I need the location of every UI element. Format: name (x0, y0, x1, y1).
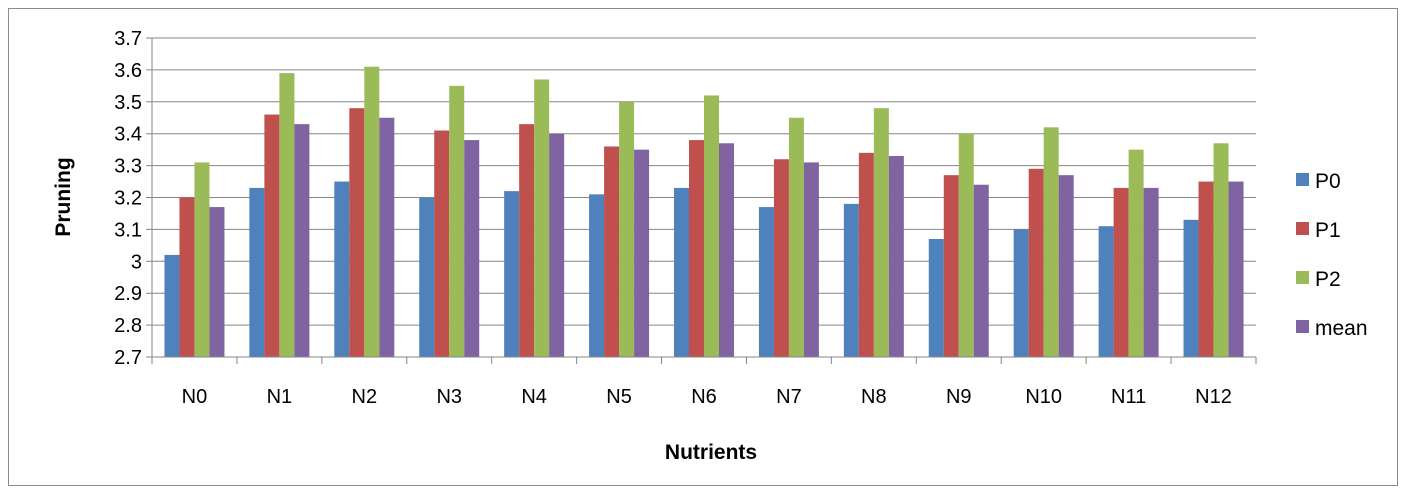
x-tick-label: N3 (436, 386, 462, 408)
y-tick-label: 3.7 (114, 28, 142, 50)
bar-P2-N2 (364, 66, 380, 358)
bar-P0-N7 (758, 207, 774, 357)
bar-P1-N5 (604, 146, 620, 357)
bar-P0-N11 (1098, 226, 1114, 357)
bar-mean-N10 (1058, 175, 1074, 357)
y-tick-label: 3.4 (114, 124, 142, 146)
bars (164, 66, 1244, 358)
y-tick-label: 3 (131, 251, 142, 273)
legend-label-mean: mean (1315, 317, 1368, 340)
bar-P0-N9 (928, 238, 944, 357)
bar-P1-N9 (943, 175, 959, 357)
bar-P1-N1 (264, 114, 280, 357)
bar-P2-N10 (1043, 127, 1059, 357)
bar-P2-N8 (873, 108, 889, 358)
bar-P1-N4 (519, 124, 535, 357)
bar-mean-N9 (973, 184, 989, 357)
legend-label-P0: P0 (1315, 170, 1341, 193)
bar-P0-N10 (1013, 229, 1029, 357)
bar-mean-N6 (719, 143, 734, 357)
bar-P2-N0 (194, 162, 210, 357)
x-tick-label: N12 (1195, 386, 1232, 408)
y-tick-label: 2.8 (114, 315, 142, 337)
legend-swatch-P1 (1296, 222, 1309, 235)
bar-mean-N12 (1228, 181, 1244, 357)
bar-P2-N9 (958, 133, 974, 357)
legend-label-P2: P2 (1315, 268, 1341, 291)
bar-P1-N8 (858, 152, 874, 357)
y-tick-label: 3.2 (114, 188, 142, 210)
bar-P2-N3 (449, 85, 465, 357)
y-tick-label: 3.6 (114, 60, 142, 82)
legend-swatch-P2 (1296, 271, 1309, 284)
bar-P1-N12 (1198, 181, 1214, 357)
bar-P1-N7 (773, 159, 789, 357)
legend-swatch-P0 (1296, 173, 1309, 186)
x-tick-label: N6 (691, 386, 717, 408)
bar-P0-N8 (843, 203, 859, 357)
y-tick-label: 2.9 (114, 283, 142, 305)
bar-P2-N4 (534, 79, 550, 357)
x-tick-label: N7 (776, 386, 802, 408)
bar-P1-N0 (179, 197, 195, 357)
y-tick-label: 2.7 (114, 347, 142, 369)
bar-mean-N8 (888, 156, 904, 357)
bar-P0-N6 (674, 187, 689, 357)
x-tick-label: N0 (182, 386, 208, 408)
bar-P2-N12 (1213, 143, 1229, 357)
axes (151, 38, 1257, 364)
bar-P1-N2 (349, 108, 365, 358)
y-axis-title: Pruning (52, 157, 75, 236)
bar-P2-N1 (279, 73, 295, 357)
x-tick-label: N9 (946, 386, 972, 408)
bar-mean-N3 (464, 140, 480, 357)
bar-P1-N10 (1028, 168, 1044, 357)
y-tick-label: 3.5 (114, 92, 142, 114)
bar-P0-N1 (249, 187, 265, 357)
bar-P1-N6 (689, 140, 704, 357)
bar-mean-N1 (294, 124, 310, 357)
x-tick-label: N2 (352, 386, 378, 408)
bar-P2-N6 (704, 95, 719, 358)
x-tick-label: N10 (1025, 386, 1062, 408)
bar-P1-N3 (434, 130, 450, 357)
y-tick-label: 3.1 (114, 219, 142, 241)
bar-mean-N7 (803, 162, 819, 357)
legend-swatch-mean (1296, 320, 1309, 333)
legend: P0 P1 P2 mean (1296, 170, 1368, 340)
x-tick-label: N8 (861, 386, 887, 408)
x-tick-labels: N0 N1 N2 N3 N4 N5 N6 N7 N8 N9 N10 N11 N12 (182, 386, 1232, 408)
bar-P2-N5 (619, 101, 635, 357)
bar-mean-N4 (549, 133, 565, 357)
x-axis-title: Nutrients (665, 441, 757, 464)
bar-P0-N2 (334, 181, 350, 357)
x-tick-label: N1 (267, 386, 293, 408)
bar-P2-N11 (1128, 149, 1144, 357)
bar-P2-N7 (788, 117, 804, 357)
bar-P0-N4 (504, 191, 520, 357)
bar-mean-N5 (634, 149, 650, 357)
bar-mean-N11 (1143, 187, 1159, 357)
bar-P0-N12 (1183, 219, 1199, 357)
bar-P0-N0 (164, 254, 180, 357)
x-tick-label: N11 (1111, 386, 1146, 408)
y-tick-label: 3.3 (114, 156, 142, 178)
bar-P0-N5 (589, 194, 605, 357)
bar-P0-N3 (419, 197, 435, 357)
x-tick-label: N5 (606, 386, 632, 408)
y-tick-labels: 2.7 2.8 2.9 3 3.1 3.2 3.3 3.4 3.5 3.6 3.7 (114, 28, 142, 369)
bar-mean-N0 (209, 207, 225, 357)
bar-mean-N2 (379, 117, 395, 357)
legend-label-P1: P1 (1315, 219, 1341, 242)
x-tick-label: N4 (521, 386, 547, 408)
bar-P1-N11 (1113, 187, 1129, 357)
